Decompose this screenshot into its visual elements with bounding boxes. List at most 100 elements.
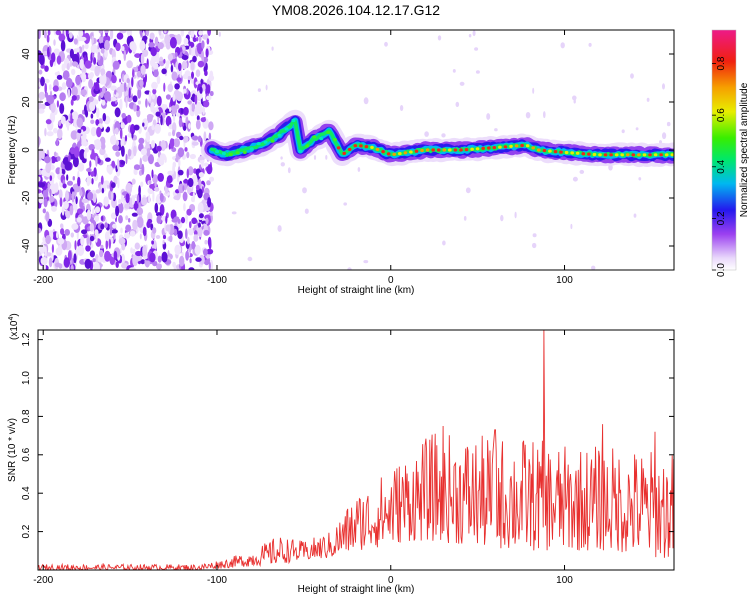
- noise-blob: [197, 202, 204, 214]
- noise-blob: [154, 123, 161, 134]
- noise-blob: [208, 261, 211, 270]
- signal-peak: [492, 146, 497, 150]
- noise-blob: [53, 39, 56, 46]
- noise-blob: [111, 160, 116, 168]
- noise-blob: [151, 81, 158, 90]
- signal-peak: [626, 153, 630, 157]
- faint-blob: [399, 105, 404, 111]
- noise-blob: [179, 68, 182, 79]
- faint-blob: [532, 87, 535, 94]
- noise-blob: [38, 150, 43, 161]
- noise-blob: [110, 135, 117, 145]
- noise-blob: [119, 30, 127, 34]
- noise-blob: [70, 264, 74, 270]
- noise-blob: [67, 180, 73, 186]
- noise-blob: [89, 250, 95, 258]
- noise-blob: [49, 195, 55, 203]
- signal-spot: [312, 135, 317, 139]
- noise-blob: [67, 250, 72, 261]
- noise-blob: [119, 98, 123, 111]
- noise-blob: [170, 64, 174, 73]
- noise-blob: [110, 212, 117, 220]
- noise-blob: [58, 120, 62, 127]
- noise-blob: [73, 253, 77, 264]
- noise-blob: [81, 72, 87, 83]
- faint-blob: [363, 260, 369, 264]
- noise-blob: [121, 145, 125, 157]
- noise-blob: [119, 128, 123, 140]
- noise-blob: [175, 61, 179, 70]
- noise-blob: [59, 92, 66, 102]
- noise-blob: [140, 64, 146, 75]
- faint-blob: [635, 127, 639, 131]
- noise-blob: [103, 180, 110, 186]
- noise-blob: [201, 199, 207, 205]
- noise-blob: [152, 227, 157, 234]
- noise-blob: [137, 70, 141, 78]
- noise-blob: [48, 257, 53, 268]
- noise-blob: [200, 117, 206, 123]
- noise-blob: [76, 117, 84, 128]
- noise-blob: [73, 146, 80, 158]
- noise-blob: [76, 132, 81, 142]
- noise-blob: [198, 30, 204, 36]
- noise-blob: [47, 30, 51, 36]
- noise-blob: [176, 91, 183, 102]
- noise-blob: [188, 123, 191, 130]
- spectrogram-xtick-label: -200: [33, 275, 53, 286]
- noise-blob: [135, 255, 143, 262]
- noise-blob: [112, 144, 120, 151]
- noise-blob: [65, 190, 69, 202]
- noise-blob: [165, 215, 168, 224]
- noise-blob: [189, 153, 196, 160]
- faint-blob: [247, 256, 253, 262]
- noise-blob: [177, 230, 183, 239]
- noise-blob: [149, 32, 155, 40]
- noise-blob: [47, 182, 50, 190]
- noise-blob: [103, 196, 109, 207]
- noise-blob: [203, 229, 210, 236]
- noise-blob: [91, 35, 94, 46]
- noise-blob: [104, 250, 111, 262]
- noise-blob: [71, 223, 79, 230]
- noise-blob: [175, 112, 181, 117]
- noise-blob: [150, 223, 154, 231]
- noise-blob: [183, 88, 187, 94]
- faint-blob: [579, 169, 585, 174]
- noise-blob: [176, 33, 182, 45]
- noise-blob: [148, 180, 152, 185]
- noise-blob: [115, 205, 120, 217]
- noise-blob: [204, 239, 208, 245]
- noise-blob: [203, 162, 209, 167]
- signal-spot: [270, 139, 275, 143]
- signal-peak: [375, 147, 380, 151]
- noise-blob: [46, 34, 50, 43]
- noise-blob: [54, 71, 60, 76]
- noise-blob: [120, 122, 126, 129]
- faint-blob: [313, 155, 317, 160]
- snr-scale-base: (x10: [9, 320, 20, 340]
- faint-blob: [218, 31, 221, 37]
- signal-peak: [448, 148, 452, 152]
- noise-blob: [47, 95, 55, 105]
- noise-blob: [61, 63, 66, 72]
- noise-blob: [151, 140, 155, 149]
- noise-blob: [139, 40, 146, 51]
- noise-blob: [182, 46, 186, 51]
- noise-blob: [151, 169, 154, 179]
- signal-peak: [570, 151, 574, 155]
- noise-blob: [110, 182, 116, 189]
- figure-title: YM08.2026.104.12.17.G12: [272, 2, 440, 18]
- noise-blob: [82, 109, 85, 115]
- faint-blob: [472, 30, 476, 37]
- noise-blob: [88, 96, 94, 102]
- signal-peak: [498, 145, 502, 149]
- noise-blob: [88, 144, 96, 151]
- faint-blob: [573, 99, 576, 104]
- noise-blob: [121, 262, 129, 269]
- faint-blob: [280, 162, 285, 167]
- noise-blob: [168, 224, 171, 235]
- snr-xtick-label: 100: [556, 575, 573, 586]
- noise-blob: [71, 86, 78, 97]
- noise-blob: [159, 56, 164, 62]
